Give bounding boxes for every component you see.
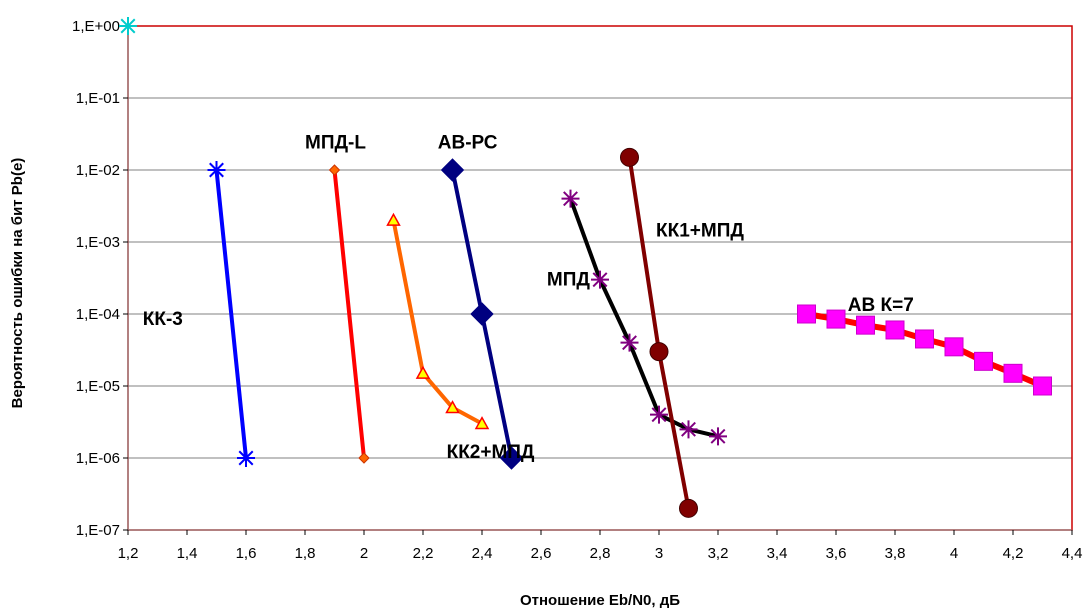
y-tick-label: 1,E-03 [76, 234, 120, 251]
data-point-asterisk [591, 270, 609, 289]
data-point-diamond [328, 164, 341, 176]
data-point-circle [649, 342, 669, 362]
annotation-label: КК2+МПД [447, 442, 535, 463]
x-tick-label: 1,6 [236, 545, 257, 562]
data-point-asterisk-strokes [119, 17, 137, 35]
series-line [332, 168, 366, 460]
data-point-asterisk-strokes [709, 427, 727, 446]
data-point-asterisk [709, 427, 727, 446]
data-point-triangle [474, 416, 490, 430]
series-5 [620, 147, 698, 518]
y-axis-ticks: 1,E+00 1,E-01 1,E-02 1,E-03 1,E-04 1,E-05 1,E-… [72, 18, 128, 539]
data-point-asterisk [119, 17, 137, 35]
y-tick-label: 1,E-01 [76, 90, 120, 107]
data-point-asterisk-strokes [679, 420, 698, 439]
data-point-asterisk-strokes [237, 449, 255, 467]
data-point-asterisk-strokes [591, 270, 609, 289]
data-point-square [1003, 363, 1023, 383]
annotation-label: АВ-РС [438, 132, 498, 153]
data-point-square [1033, 376, 1052, 396]
data-point-asterisk [237, 449, 255, 467]
y-tick-label: 1,E+00 [72, 18, 120, 35]
annotations: КК-3 МПД-L АВ-РС КК2+МПД КК1+МПД МПД АВ К=7 [143, 132, 914, 463]
x-tick-label: 1,4 [177, 545, 198, 562]
data-point-triangle [386, 212, 401, 226]
x-axis-ticks: 1,2 1,4 1,6 1,8 2 2,2 2,4 2,6 2,8 3 3,2 3,4 3,6 3,8 4 4… [118, 530, 1083, 562]
data-point-asterisk [620, 333, 639, 352]
series-line [391, 218, 484, 426]
annotation-label: КК1+МПД [656, 220, 744, 241]
data-point-square [944, 337, 964, 357]
series-4 [561, 189, 727, 446]
data-point-square [915, 329, 934, 349]
series-line [214, 168, 248, 460]
series-1 [328, 164, 370, 464]
x-tick-label: 2 [360, 545, 368, 562]
series-2 [386, 212, 490, 430]
annotation-label: МПД-L [305, 132, 366, 153]
x-tick-label: 3,6 [826, 545, 847, 562]
annotation-label: КК-3 [143, 309, 183, 330]
y-tick-label: 1,E-06 [76, 450, 120, 467]
x-tick-label: 3 [655, 545, 663, 562]
gridlines [128, 25, 1072, 531]
data-point-asterisk-strokes [620, 333, 639, 352]
annotation-label: АВ К=7 [848, 295, 914, 316]
y-tick-label: 1,E-05 [76, 378, 120, 395]
x-tick-label: 4 [950, 545, 958, 562]
data-point-asterisk [679, 420, 698, 439]
data-point-asterisk [650, 405, 668, 424]
data-point-asterisk [207, 161, 226, 179]
data-point-square [856, 315, 875, 335]
data-point-diamond [499, 446, 524, 470]
data-point-diamond [440, 158, 465, 182]
data-point-diamond [358, 452, 370, 464]
x-tick-label: 3,2 [708, 545, 729, 562]
annotation-label: МПД [547, 269, 590, 290]
x-tick-label: 3,8 [885, 545, 906, 562]
x-tick-label: 4,4 [1062, 545, 1083, 562]
y-tick-label: 1,E-02 [76, 162, 120, 179]
data-point-circle [620, 147, 639, 167]
x-tick-label: 3,4 [767, 545, 788, 562]
x-tick-label: 2,8 [590, 545, 611, 562]
y-tick-label: 1,E-04 [76, 306, 120, 323]
series-layer [119, 17, 1052, 518]
data-point-diamond [470, 302, 494, 326]
y-axis-title: Вероятность ошибки на бит Pb(e) [9, 158, 26, 409]
x-tick-label: 4,2 [1003, 545, 1024, 562]
data-point-asterisk [561, 189, 580, 208]
data-point-asterisk-strokes [207, 161, 226, 179]
data-point-square [885, 320, 905, 340]
data-point-square [797, 304, 816, 324]
series-6 [797, 304, 1052, 396]
x-axis-title: Отношение Eb/N0, дБ [520, 592, 680, 609]
data-point-circle [679, 498, 698, 518]
data-point-asterisk-strokes [561, 189, 580, 208]
series-3 [440, 158, 524, 470]
data-point-square [826, 309, 846, 329]
y-tick-label: 1,E-07 [76, 522, 120, 539]
x-tick-label: 2,6 [531, 545, 552, 562]
data-point-square [974, 351, 993, 371]
data-point-triangle [445, 400, 460, 414]
x-tick-label: 1,8 [295, 545, 316, 562]
x-tick-label: 1,2 [118, 545, 139, 562]
x-tick-label: 2,4 [472, 545, 493, 562]
data-point-triangle [415, 365, 431, 379]
series-line [568, 196, 720, 439]
x-tick-label: 2,2 [413, 545, 434, 562]
data-point-asterisk-strokes [650, 405, 668, 424]
series-0 [207, 161, 255, 467]
